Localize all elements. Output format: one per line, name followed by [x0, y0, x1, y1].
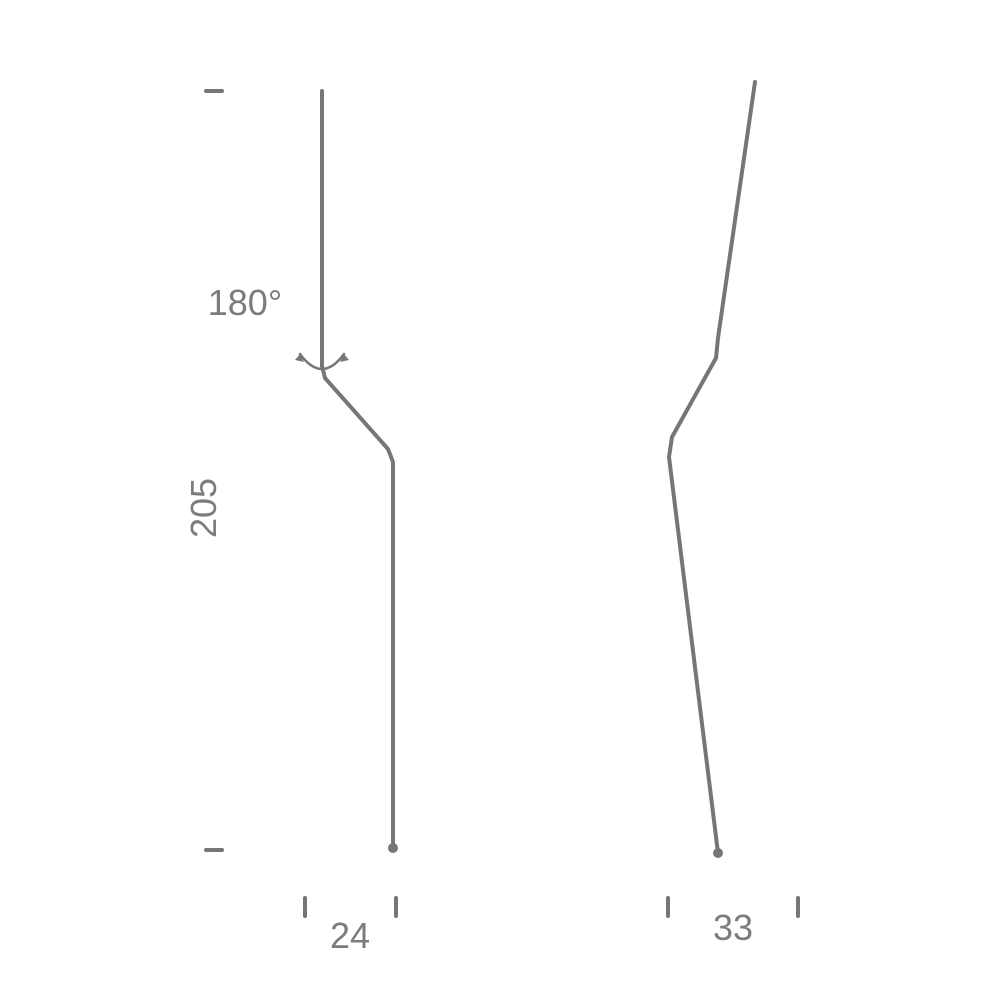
dim-label-width_right: 33: [713, 907, 753, 948]
front-view-foot: [388, 843, 398, 853]
front-view-outline: [322, 91, 393, 848]
side-view-foot: [713, 848, 723, 858]
dim-label-angle: 180°: [208, 282, 282, 323]
dim-label-height: 205: [183, 478, 224, 538]
technical-drawing: 180° 205 24 33: [0, 0, 1000, 1000]
side-view-outline: [669, 82, 755, 853]
dim-label-width_left: 24: [330, 915, 370, 956]
